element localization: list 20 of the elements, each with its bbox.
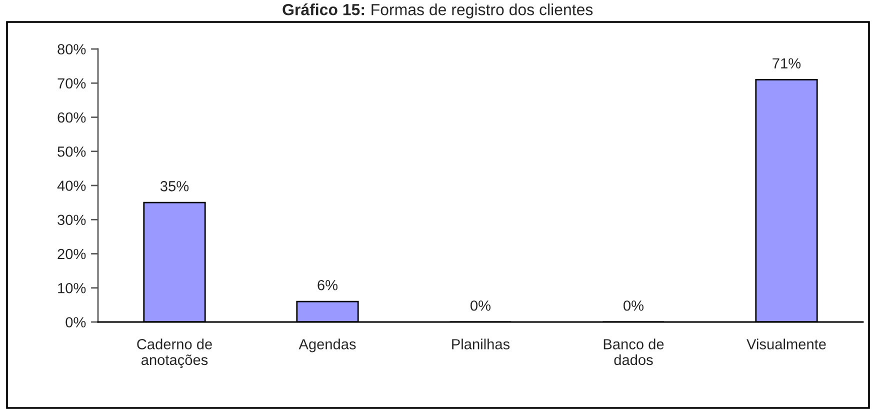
x-tick-label: Banco de dados (604, 338, 664, 366)
data-label: 0% (470, 300, 491, 311)
x-tick-label: Caderno de anotações (137, 338, 212, 368)
data-label: 0% (624, 300, 644, 311)
x-tick-label: Visualmente (746, 338, 826, 350)
y-tick-label: 20% (58, 248, 86, 260)
chart-title: Gráfico 15: Formas de registro dos clientes (282, 3, 593, 18)
y-tick-label: 30% (58, 214, 86, 226)
y-tick-label: 70% (58, 78, 86, 89)
y-tick-label: 60% (58, 112, 86, 123)
y-tick-label: 10% (58, 282, 86, 294)
x-tick-label: Planilhas (452, 338, 510, 350)
y-tick-label: 50% (58, 146, 86, 157)
y-tick-label: 40% (57, 180, 86, 191)
y-tick-label: 80% (58, 44, 86, 54)
y-tick-label: 0% (66, 317, 86, 328)
data-label: 6% (318, 280, 338, 290)
x-tick-label: Agendas (298, 338, 356, 352)
data-label: 35% (160, 181, 189, 192)
data-label: 71% (772, 58, 801, 68)
